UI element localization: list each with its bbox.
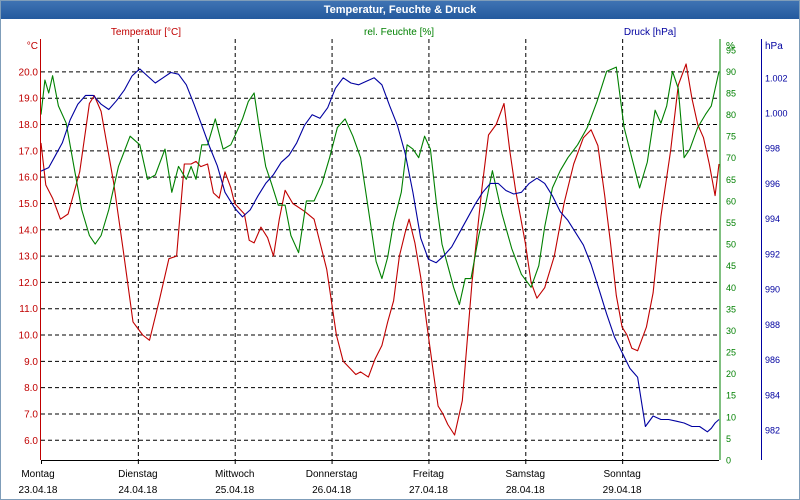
pressure-tick-label: 992 [765, 249, 780, 259]
x-tick-day: Freitag [413, 469, 444, 480]
humidity-tick-label: 65 [726, 175, 736, 185]
pressure-tick-label: 998 [765, 144, 780, 154]
x-tick-day: Dienstag [118, 469, 157, 480]
temperature-tick-label: 7.0 [24, 409, 38, 420]
temperature-tick-label: 8.0 [24, 383, 38, 394]
window-title: Temperatur, Feuchte & Druck [1, 1, 799, 19]
temperature-header: Temperatur [°C] [111, 27, 181, 38]
temperature-tick-label: 10.0 [19, 331, 39, 342]
pressure-tick-label: 984 [765, 390, 780, 400]
humidity-tick-label: 35 [726, 304, 736, 314]
humidity-tick-label: 70 [726, 153, 736, 163]
pressure-tick-label: 988 [765, 320, 780, 330]
temperature-tick-label: 13.0 [19, 252, 39, 263]
grid [41, 39, 719, 460]
pressure-tick-label: 996 [765, 179, 780, 189]
humidity-tick-label: 75 [726, 132, 736, 142]
x-tick-day: Sonntag [604, 469, 641, 480]
x-tick-day: Donnerstag [306, 469, 358, 480]
axis-labels: 6.0 7.0 8.0 9.0 10.0 11.0 12.0 13.0 14.0 15.0 16.0… [19, 27, 788, 496]
weather-chart: 6.0 7.0 8.0 9.0 10.0 11.0 12.0 13.0 14.0 15.0 16.0… [19, 27, 788, 496]
x-tick-day: Mittwoch [215, 469, 254, 480]
humidity-line [40, 66, 720, 306]
humidity-tick-label: 90 [726, 67, 736, 77]
temperature-tick-label: 11.0 [19, 304, 38, 315]
humidity-tick-label: 20 [726, 369, 736, 379]
humidity-tick-label: 5 [726, 434, 731, 444]
temperature-tick-label: 20.0 [19, 67, 39, 78]
pressure-tick-label: 986 [765, 355, 780, 365]
temperature-tick-label: 12.0 [19, 278, 39, 289]
temperature-tick-label: 16.0 [19, 173, 39, 184]
humidity-header: rel. Feuchte [%] [364, 27, 434, 38]
humidity-tick-label: 0 [726, 456, 731, 466]
humidity-tick-label: 30 [726, 326, 736, 336]
humidity-tick-label: 40 [726, 283, 736, 293]
temperature-tick-label: 6.0 [24, 436, 38, 447]
pressure-tick-label: 1.000 [765, 108, 788, 118]
plot-frame [40, 39, 762, 461]
humidity-tick-label: 95 [726, 45, 736, 55]
x-tick-date: 28.04.18 [506, 485, 545, 496]
humidity-tick-label: 25 [726, 348, 736, 358]
x-tick-date: 25.04.18 [215, 485, 254, 496]
temperature-tick-label: 18.0 [19, 120, 39, 131]
pressure-header: Druck [hPa] [624, 27, 676, 38]
temperature-tick-label: 14.0 [19, 225, 39, 236]
humidity-tick-label: 60 [726, 196, 736, 206]
pressure-line [40, 68, 720, 433]
pressure-tick-label: 982 [765, 426, 780, 436]
x-tick-date: 27.04.18 [409, 485, 448, 496]
temperature-tick-label: 9.0 [24, 357, 38, 368]
x-tick-date: 26.04.18 [312, 485, 351, 496]
x-tick-day: Montag [21, 469, 54, 480]
x-tick-date: 23.04.18 [19, 485, 58, 496]
pressure-tick-label: 1.002 [765, 73, 788, 83]
humidity-tick-label: 80 [726, 110, 736, 120]
humidity-tick-label: 85 [726, 88, 736, 98]
temperature-tick-label: 15.0 [19, 199, 39, 210]
humidity-tick-label: 45 [726, 261, 736, 271]
temperature-unit: °C [27, 41, 38, 52]
temperature-tick-label: 17.0 [19, 146, 39, 157]
x-tick-day: Samstag [506, 469, 545, 480]
humidity-tick-label: 10 [726, 412, 736, 422]
humidity-tick-label: 55 [726, 218, 736, 228]
temperature-line [40, 63, 720, 436]
x-tick-date: 29.04.18 [603, 485, 642, 496]
pressure-unit: hPa [765, 41, 783, 52]
pressure-tick-label: 990 [765, 285, 780, 295]
x-tick-date: 24.04.18 [118, 485, 157, 496]
humidity-unit: % [726, 41, 735, 52]
humidity-tick-label: 50 [726, 240, 736, 250]
series-lines [40, 63, 720, 436]
pressure-tick-label: 994 [765, 214, 780, 224]
humidity-tick-label: 15 [726, 391, 736, 401]
temperature-tick-label: 19.0 [19, 94, 39, 105]
